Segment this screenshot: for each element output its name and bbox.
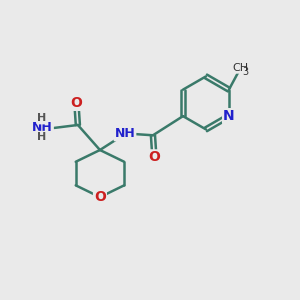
Text: N: N [223,109,235,123]
Text: NH: NH [115,127,135,140]
Text: CH: CH [232,63,249,73]
Text: NH: NH [32,121,53,134]
Text: O: O [70,96,82,110]
Text: O: O [94,190,106,204]
Text: 3: 3 [243,67,249,77]
Text: H: H [37,132,46,142]
Text: O: O [148,150,160,164]
Text: H: H [37,113,46,124]
